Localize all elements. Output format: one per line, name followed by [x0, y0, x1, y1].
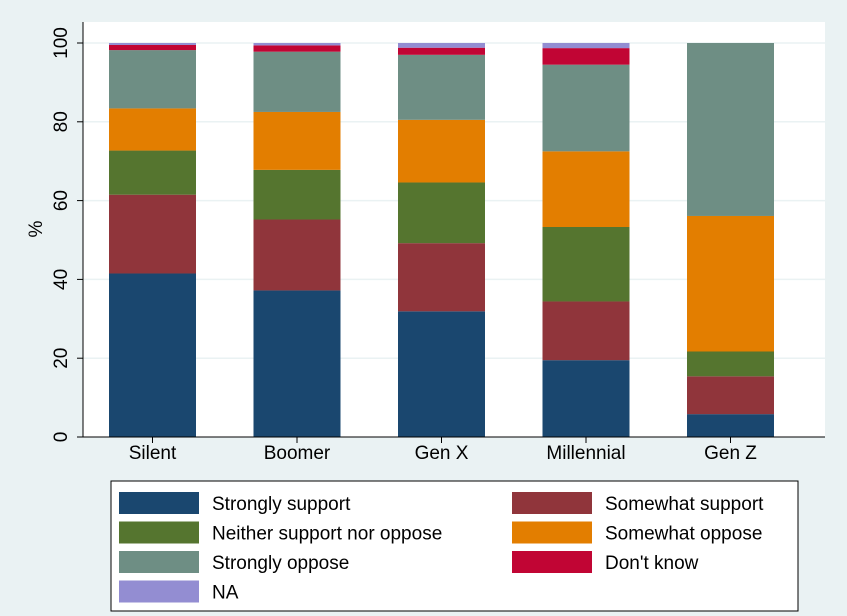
y-tick-label: 100 — [51, 27, 72, 59]
bar-segment — [398, 43, 485, 48]
bar-segment — [109, 108, 196, 151]
bar-segment — [253, 290, 341, 437]
y-ticks: 0 20 40 60 80 100 — [51, 27, 83, 442]
legend-swatch — [512, 551, 592, 573]
x-tick-label: Millennial — [546, 443, 625, 464]
bar-segment — [253, 219, 341, 291]
bar-segment — [253, 169, 341, 220]
y-tick-label: 60 — [51, 190, 72, 211]
bar-segment — [687, 43, 774, 216]
legend-label: Strongly oppose — [212, 553, 349, 574]
y-tick-label: 20 — [51, 348, 72, 369]
bar-segment — [398, 182, 485, 244]
bar-segment — [687, 376, 774, 415]
bar-segment — [109, 44, 196, 51]
x-tick-label: Gen X — [415, 443, 469, 464]
legend-label: Don't know — [605, 553, 699, 574]
bar-segment — [253, 43, 341, 46]
bar-segment — [542, 64, 630, 152]
legend-swatch — [512, 492, 592, 514]
x-tick-label: Boomer — [264, 443, 331, 464]
bar-segment — [253, 111, 341, 170]
legend-swatch — [119, 492, 199, 514]
legend: Strongly support Somewhat support Neither … — [119, 492, 764, 604]
legend-swatch — [119, 551, 199, 573]
bar-segment — [542, 301, 630, 361]
bar-segment — [542, 43, 630, 49]
bar-segment — [687, 215, 774, 352]
y-tick-label: 0 — [51, 432, 72, 443]
bar-segment — [398, 243, 485, 312]
bar-segment — [687, 414, 774, 437]
bar-segment — [109, 273, 196, 437]
bar-segment — [398, 311, 485, 437]
y-axis-label: % — [26, 220, 47, 237]
bar-segment — [109, 50, 196, 109]
legend-swatch — [119, 580, 199, 603]
legend-label: Somewhat oppose — [605, 524, 762, 545]
legend-swatch — [119, 521, 199, 544]
bar-segment — [398, 47, 485, 55]
bar-segment — [253, 51, 341, 112]
legend-label: NA — [212, 583, 239, 604]
bar-segment — [253, 45, 341, 52]
x-ticks: Silent Boomer Gen X Millennial Gen Z — [129, 437, 757, 464]
legend-label: Somewhat support — [605, 494, 764, 515]
bar-segment — [109, 194, 196, 274]
y-tick-label: 40 — [51, 269, 72, 290]
y-tick-label: 80 — [51, 111, 72, 132]
bar-segment — [109, 43, 196, 45]
bar-segment — [109, 150, 196, 195]
bars — [109, 43, 774, 437]
bar-segment — [687, 351, 774, 377]
legend-label: Strongly support — [212, 494, 351, 515]
bar-segment — [542, 226, 630, 302]
bar-segment — [542, 151, 630, 227]
legend-swatch — [512, 521, 592, 544]
legend-box — [110, 480, 799, 612]
legend-label: Neither support nor oppose — [212, 524, 442, 545]
bar-segment — [398, 54, 485, 120]
bar-segment — [398, 119, 485, 183]
bar-segment — [542, 48, 630, 65]
bar-segment — [542, 360, 630, 437]
x-tick-label: Silent — [129, 443, 177, 464]
x-tick-label: Gen Z — [704, 443, 757, 464]
